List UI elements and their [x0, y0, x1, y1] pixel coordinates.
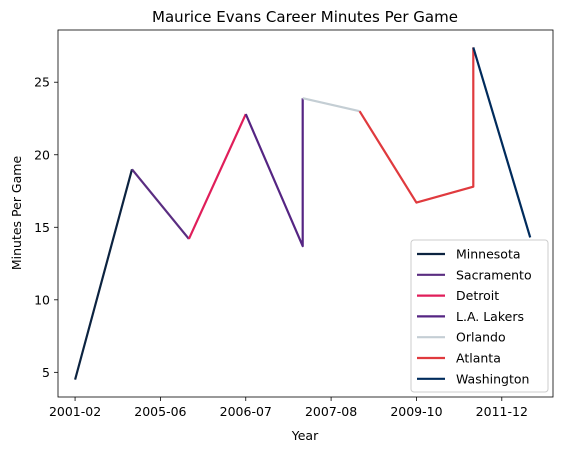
legend-label: Detroit	[456, 288, 499, 303]
x-tick-label: 2001-02	[49, 404, 101, 419]
legend-label: Atlanta	[456, 351, 501, 366]
x-tick-label: 2009-10	[390, 404, 442, 419]
x-tick-label: 2006-07	[220, 404, 272, 419]
y-tick-label: 15	[34, 220, 50, 235]
y-tick-label: 25	[34, 75, 50, 90]
series-line-6	[472, 47, 532, 238]
series-line-4	[302, 97, 360, 113]
series-line-1	[131, 168, 190, 240]
legend-frame	[410, 239, 549, 393]
y-tick-label: 20	[34, 147, 50, 162]
series-line-3	[244, 98, 304, 248]
x-axis-label: Year	[291, 428, 319, 443]
y-tick-label: 10	[34, 292, 50, 307]
legend: Minnesota Sacramento Detroit L.A. Lakers Orl…	[410, 239, 549, 393]
x-tick-label: 2005-06	[134, 404, 186, 419]
y-axis-ticks: 5 10 15 20 25	[34, 75, 58, 380]
chart-title: Maurice Evans Career Minutes Per Game	[152, 8, 458, 26]
legend-label: L.A. Lakers	[456, 309, 524, 324]
series-layer	[74, 47, 532, 380]
legend-label: Orlando	[456, 330, 506, 345]
series-line-2	[187, 113, 247, 240]
plot-frame	[57, 29, 554, 398]
y-axis-label: Minutes Per Game	[9, 156, 24, 271]
x-tick-label: 2007-08	[305, 404, 357, 419]
legend-label: Washington	[456, 371, 529, 386]
series-line-0	[74, 169, 134, 380]
x-axis-ticks: 2001-02 2005-06 2006-07 2007-08 2009-10 2011-…	[49, 397, 528, 419]
y-tick-label: 5	[42, 365, 50, 380]
legend-label: Sacramento	[456, 267, 532, 282]
series-line-5	[358, 47, 475, 204]
x-tick-label: 2011-12	[476, 404, 528, 419]
legend-label: Minnesota	[456, 247, 521, 262]
